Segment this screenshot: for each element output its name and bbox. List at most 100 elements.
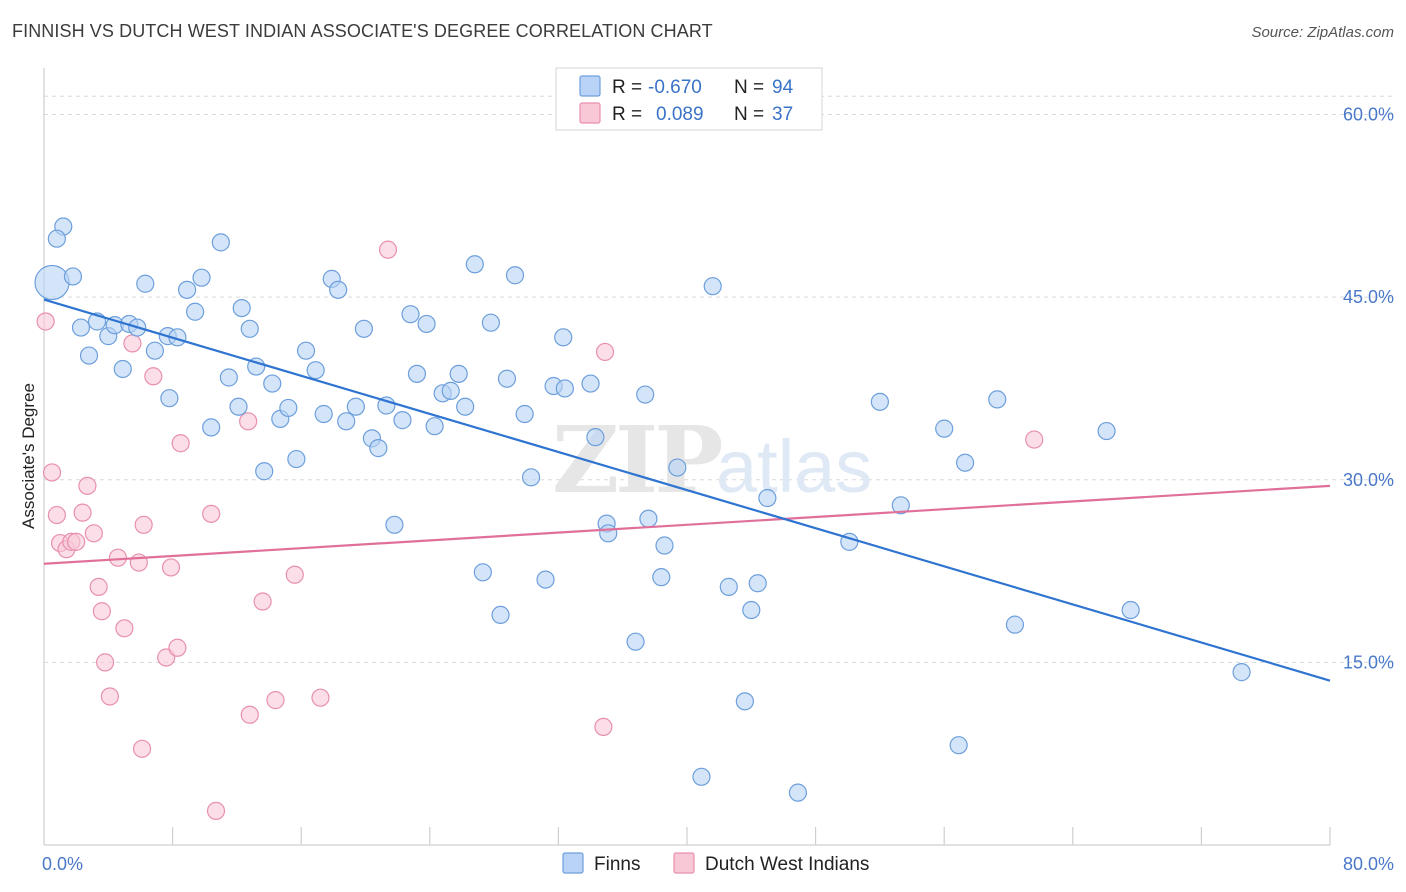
finns-point (385, 515, 404, 534)
finns-point (393, 411, 412, 430)
finns-point (314, 404, 333, 424)
y-axis-title: Associate's Degree (19, 383, 38, 529)
dwi-point (84, 524, 103, 543)
dutch-west-indians-points (36, 240, 1044, 821)
finns-n-label: N = (734, 77, 764, 98)
dwi-point (36, 312, 55, 331)
dwi-point (378, 240, 398, 259)
finns-point (703, 277, 722, 296)
finns-point (63, 267, 83, 286)
finns-point (655, 536, 674, 555)
finns-r-label: R = (612, 77, 642, 98)
dwi-point (253, 592, 272, 611)
y-tick-label: 15.0% (1343, 652, 1394, 672)
finns-point (145, 341, 165, 360)
finns-point (306, 361, 325, 380)
dwi-point (144, 367, 163, 386)
finns-trend-line (43, 298, 1331, 682)
finns-point (232, 299, 251, 318)
finns-point (1005, 615, 1025, 634)
dwi-point (594, 717, 613, 737)
watermark-zip: ZIP (552, 406, 721, 514)
finns-point (742, 600, 761, 620)
dwi-point (202, 504, 221, 523)
finns-point (177, 280, 197, 299)
legend-finns-swatch (562, 852, 584, 874)
dwi-point (132, 739, 152, 758)
finns-point (47, 229, 66, 248)
finns-point (263, 374, 282, 393)
dwi-point (134, 515, 153, 534)
finns-point (692, 767, 711, 786)
dwi-point (311, 688, 330, 707)
dwi-point (240, 705, 259, 724)
finns-point (329, 280, 348, 299)
y-tick-label: 60.0% (1343, 105, 1394, 125)
dwi-point (78, 476, 97, 495)
finns-point (456, 397, 475, 416)
dwi-point (123, 334, 142, 353)
finns-point (554, 328, 573, 347)
finns-point (401, 305, 420, 324)
dwi-r-label: R = (612, 104, 642, 125)
finns-point (639, 509, 658, 528)
watermark: ZIP atlas (552, 406, 872, 514)
grid-lines (44, 95, 1394, 663)
dwi-point (266, 691, 285, 710)
dwi-point (42, 463, 62, 482)
y-tick-label: 30.0% (1343, 470, 1394, 490)
finns-point (891, 496, 910, 515)
finns-point (949, 736, 968, 755)
dwi-point (1025, 430, 1044, 449)
finns-point (581, 374, 600, 393)
finns-point (255, 462, 274, 481)
finns-point (136, 274, 155, 293)
finns-point (219, 368, 238, 387)
finns-point (425, 417, 444, 436)
x-tick-label-min: 0.0% (42, 854, 83, 874)
finns-point (555, 379, 574, 398)
dwi-point (285, 565, 304, 584)
finns-point (79, 346, 99, 365)
dwi-n-label: N = (734, 104, 764, 125)
finns-point (473, 563, 492, 582)
chart-title: FINNISH VS DUTCH WEST INDIAN ASSOCIATE'S… (12, 21, 713, 41)
finns-point (719, 577, 738, 596)
stats-legend: R = -0.670 N = 94 R = 0.089 N = 37 (555, 67, 823, 131)
finns-point (748, 574, 767, 593)
finns-point (441, 381, 460, 400)
finns-point (229, 397, 248, 416)
finns-point (521, 468, 541, 487)
finns-point (515, 404, 534, 424)
finns-point (279, 398, 298, 418)
dwi-point (100, 687, 120, 706)
finns-point (1121, 600, 1140, 620)
dwi-point (108, 548, 128, 567)
dwi-point (239, 412, 258, 431)
finns-point (870, 392, 890, 411)
finns-point (287, 449, 306, 469)
dwi-point (47, 505, 66, 525)
finns-point (788, 783, 808, 802)
dwi-n-value: 37 (772, 104, 793, 125)
dwi-point (115, 619, 134, 638)
dwi-point (168, 638, 187, 657)
finns-point (186, 302, 205, 321)
finns-point (449, 364, 468, 383)
dwi-point (92, 602, 111, 621)
finns-point (1097, 421, 1116, 441)
x-tick-label-max: 80.0% (1343, 854, 1394, 874)
series-legend: Finns Dutch West Indians (562, 852, 869, 875)
legend-finns-label: Finns (594, 854, 640, 875)
finns-point (652, 568, 671, 587)
finns-point (160, 389, 179, 408)
y-tick-label: 45.0% (1343, 287, 1394, 307)
finns-point (491, 605, 510, 625)
finns-point (296, 341, 316, 360)
source-credit: Source: ZipAtlas.com (1251, 24, 1394, 41)
finns-point (240, 319, 259, 338)
finns-points (34, 217, 1251, 802)
finns-point (481, 313, 500, 332)
finns-point (71, 318, 91, 337)
